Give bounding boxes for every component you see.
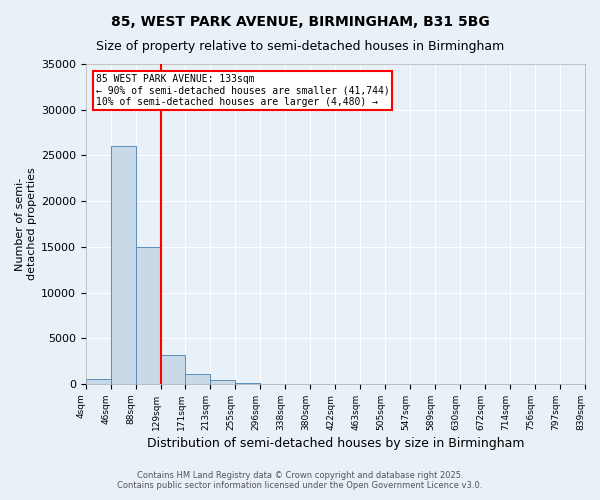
Bar [110, 146, 136, 384]
Bar [136, 247, 161, 384]
Y-axis label: Number of semi-
detached properties: Number of semi- detached properties [15, 168, 37, 280]
Text: Size of property relative to semi-detached houses in Birmingham: Size of property relative to semi-detach… [96, 40, 504, 53]
Text: Contains HM Land Registry data © Crown copyright and database right 2025.
Contai: Contains HM Land Registry data © Crown c… [118, 470, 482, 490]
Text: 85, WEST PARK AVENUE, BIRMINGHAM, B31 5BG: 85, WEST PARK AVENUE, BIRMINGHAM, B31 5B… [110, 15, 490, 29]
Bar [185, 374, 211, 384]
Bar [86, 380, 110, 384]
Bar [235, 382, 260, 384]
Bar [161, 354, 185, 384]
X-axis label: Distribution of semi-detached houses by size in Birmingham: Distribution of semi-detached houses by … [146, 437, 524, 450]
Text: 85 WEST PARK AVENUE: 133sqm
← 90% of semi-detached houses are smaller (41,744)
1: 85 WEST PARK AVENUE: 133sqm ← 90% of sem… [95, 74, 389, 107]
Bar [211, 380, 235, 384]
